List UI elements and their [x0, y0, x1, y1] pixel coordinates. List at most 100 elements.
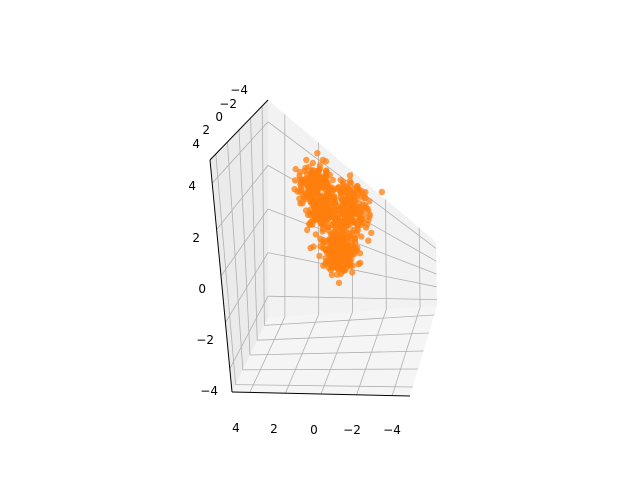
- grid-line: [285, 314, 320, 394]
- data-point: [364, 221, 371, 228]
- data-point: [323, 167, 330, 174]
- data-point: [316, 252, 323, 260]
- data-point: [298, 184, 305, 191]
- y-axis-line: [209, 99, 269, 161]
- data-point: [362, 189, 369, 196]
- data-point: [347, 215, 355, 223]
- data-point: [335, 243, 343, 250]
- x-tick-label: 2: [270, 422, 278, 436]
- grid-line: [249, 316, 286, 393]
- data-point: [316, 181, 323, 188]
- data-point: [358, 233, 365, 240]
- data-point: [303, 156, 310, 164]
- grid-line: [257, 332, 429, 341]
- side-pane: [210, 100, 268, 392]
- data-point: [345, 222, 352, 229]
- data-point: [329, 248, 336, 255]
- data-point: [312, 175, 319, 182]
- y-tick-label: −4: [230, 83, 248, 97]
- axes-spines: [209, 99, 411, 397]
- data-point: [360, 201, 367, 208]
- data-point: [331, 206, 339, 214]
- data-point: [316, 162, 324, 169]
- grid-line: [261, 105, 265, 326]
- data-point: [349, 269, 356, 276]
- data-point: [331, 228, 339, 236]
- data-point: [337, 189, 345, 197]
- data-point: [331, 200, 338, 207]
- data-point: [368, 229, 375, 236]
- data-point: [312, 210, 319, 217]
- data-point: [309, 159, 316, 167]
- x-tick-label: 4: [232, 421, 240, 435]
- grid-line: [220, 208, 269, 277]
- data-point: [352, 205, 360, 212]
- data-point: [326, 187, 333, 195]
- data-point: [345, 229, 353, 237]
- data-point: [351, 192, 358, 199]
- data-point: [307, 179, 315, 186]
- z-tick-label: −4: [200, 384, 218, 398]
- y-tick-label: 0: [215, 110, 223, 124]
- data-point: [347, 179, 355, 187]
- data-point: [337, 258, 344, 265]
- z-axis-line: [209, 159, 233, 393]
- data-point: [339, 178, 347, 186]
- data-point: [342, 186, 350, 193]
- data-point: [335, 279, 343, 287]
- data-point: [329, 236, 337, 244]
- data-point: [322, 238, 329, 246]
- data-point: [319, 220, 326, 227]
- y-tick-label: 2: [202, 123, 210, 137]
- data-point: [344, 251, 351, 258]
- z-tick-label: −2: [196, 333, 214, 347]
- data-point: [325, 224, 332, 231]
- data-point: [337, 231, 344, 238]
- grid-line: [250, 117, 258, 341]
- z-tick-label: 0: [198, 282, 206, 296]
- data-point: [309, 221, 316, 228]
- data-point: [328, 271, 336, 279]
- data-point: [378, 188, 386, 196]
- data-point: [317, 243, 324, 250]
- data-point: [328, 264, 335, 271]
- data-point: [356, 211, 364, 218]
- grid-line: [216, 165, 269, 230]
- data-point: [319, 226, 327, 233]
- data-point: [344, 235, 351, 242]
- floor-pane: [232, 306, 437, 396]
- data-point: [366, 198, 373, 205]
- data-point: [304, 226, 311, 234]
- data-point: [291, 177, 299, 184]
- grid-line: [249, 350, 424, 356]
- data-point: [365, 237, 372, 244]
- data-point: [319, 209, 326, 216]
- data-point: [302, 175, 310, 182]
- data-point: [335, 252, 343, 259]
- data-point: [310, 243, 317, 250]
- data-point: [308, 192, 316, 199]
- data-point: [309, 197, 316, 204]
- data-point: [323, 183, 330, 190]
- data-point: [329, 258, 336, 265]
- data-point: [322, 204, 329, 211]
- y-tick-label: 4: [192, 137, 200, 151]
- y-tick-label: −2: [219, 97, 237, 111]
- grid-line: [211, 121, 269, 184]
- data-point: [322, 245, 329, 253]
- data-point: [292, 165, 299, 173]
- data-point: [341, 208, 348, 215]
- data-point: [312, 231, 320, 238]
- data-point: [315, 186, 322, 193]
- data-point: [364, 207, 372, 215]
- x-tick-label: −2: [343, 423, 361, 437]
- x-tick-label: 0: [310, 423, 318, 437]
- data-point: [351, 244, 359, 251]
- data-point: [357, 259, 364, 267]
- data-point: [331, 193, 338, 200]
- data-point: [315, 192, 322, 200]
- data-point: [341, 243, 348, 251]
- data-points: [291, 150, 386, 287]
- x-axis-line: [231, 391, 411, 397]
- grid-line: [264, 314, 435, 326]
